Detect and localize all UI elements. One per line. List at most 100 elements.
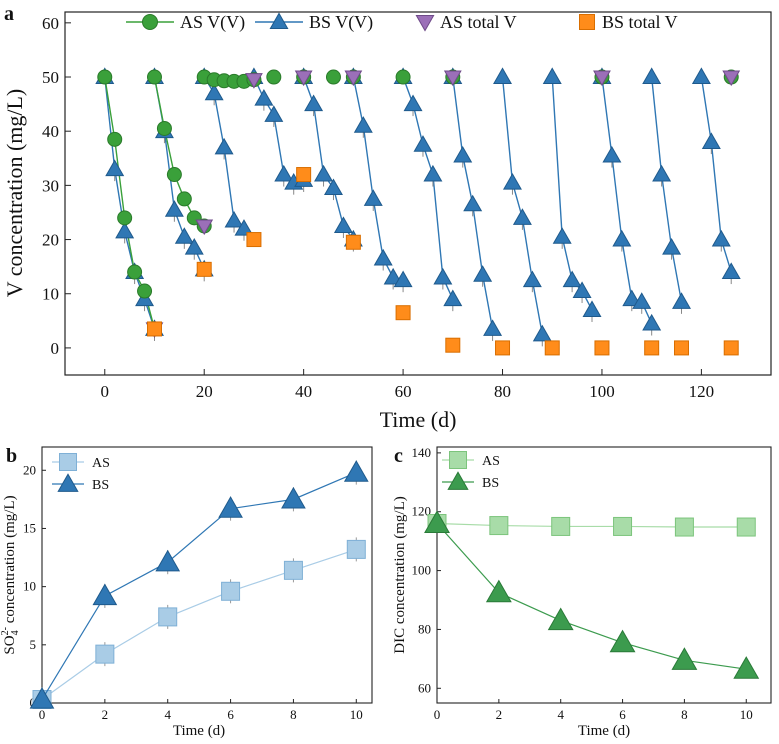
panel-c-ylabel: DIC concentration (mg/L) [392, 496, 408, 653]
as-vv-point [117, 210, 133, 226]
legend-marker [579, 14, 595, 30]
panel-a-xlabel: Time (d) [380, 407, 457, 432]
bs-total-v-point [345, 234, 361, 250]
so4-as-point [95, 644, 115, 664]
bs-vv-point [433, 267, 453, 285]
bs-vv-point [234, 219, 254, 236]
bs-vv-point [413, 135, 433, 152]
bs-vv-point [174, 227, 194, 244]
bs-vv-line [253, 76, 304, 184]
panel-c-xlabel: Time (d) [578, 723, 630, 739]
legend-label: AS total V [440, 12, 517, 32]
bs-vv-point [115, 221, 135, 239]
panel-c: c 0 2 4 6 8 10 60 80 100 120 140 AS BS Time (d) DIC… [392, 445, 772, 739]
x-tick-label: 0 [101, 382, 110, 401]
bs-vv-point [483, 319, 503, 336]
dic-as-point [489, 516, 509, 536]
x-tick-label: 40 [295, 382, 312, 401]
as-vv-point [97, 69, 113, 85]
bs-total-v-point [723, 340, 739, 356]
dic-bs-line [436, 523, 747, 670]
as-vv-point [127, 264, 143, 280]
as-total-v-point [294, 70, 313, 87]
bs-vv-point [323, 178, 343, 196]
bs-vv-point [105, 159, 125, 177]
panel-b-ylabel: SO42- concentration (mg/L) [0, 495, 21, 654]
bs-total-v-point [544, 340, 560, 356]
legend-marker [415, 15, 435, 32]
x-tick-label: 2 [102, 707, 109, 722]
bs-vv-line [650, 76, 683, 302]
panel-a-ylabel: V concentration (mg/L) [2, 89, 27, 298]
bs-vv-point [632, 292, 652, 309]
bs-vv-point [184, 238, 204, 255]
x-tick-label: 6 [619, 707, 626, 722]
panel-c-frame [436, 446, 772, 704]
panel-b-xlabel: Time (d) [173, 723, 225, 739]
y-tick-label: 60 [42, 14, 59, 33]
so4-bs-point [281, 486, 306, 509]
y-tick-label: 15 [23, 520, 36, 535]
x-tick-label: 4 [557, 707, 564, 722]
legend-label: AS [482, 454, 500, 469]
x-tick-label: 8 [290, 707, 297, 722]
bs-vv-point [443, 289, 463, 307]
bs-vv-point [502, 173, 522, 190]
so4-bs-point [92, 583, 118, 606]
bs-vv-point [314, 164, 334, 182]
bs-vv-point [691, 67, 711, 84]
legend-marker [59, 453, 77, 471]
bs-vv-point [612, 229, 632, 247]
y-tick-label: 100 [412, 563, 432, 578]
bs-vv-point [214, 137, 234, 155]
bs-vv-point [642, 67, 662, 84]
so4-as-point [221, 581, 241, 601]
bs-total-v-point [196, 261, 212, 277]
legend-label: AS [92, 456, 110, 471]
bs-total-v-point [644, 340, 660, 356]
so4-as-line [41, 548, 357, 700]
as-total-v-point [245, 73, 263, 89]
bs-vv-point [453, 145, 473, 163]
y-tick-label: 5 [30, 637, 37, 652]
as-total-v-point [443, 70, 462, 87]
bs-vv-point [224, 210, 244, 228]
bs-total-v-point [146, 321, 162, 337]
bs-vv-point [522, 270, 542, 288]
y-tick-label: 10 [23, 579, 36, 594]
so4-as-point [158, 607, 178, 627]
legend-marker [449, 451, 467, 469]
dic-bs-point [485, 579, 512, 603]
dic-bs-point [733, 656, 760, 679]
bs-vv-point [463, 194, 483, 212]
bs-vv-point [532, 324, 552, 342]
legend-marker [57, 473, 79, 492]
bs-vv-point [622, 289, 642, 307]
so4-bs-point [29, 687, 55, 709]
x-tick-label: 4 [164, 707, 171, 722]
panel-c-label: c [394, 445, 403, 467]
bs-vv-point [552, 227, 572, 244]
bs-vv-point [363, 189, 383, 206]
y-tick-label: 80 [418, 621, 431, 636]
x-tick-label: 60 [395, 382, 412, 401]
dic-bs-point [547, 607, 574, 631]
panel-a-label: a [4, 3, 14, 25]
bs-vv-point [383, 267, 403, 285]
bs-vv-point [721, 262, 741, 280]
panel-b-legend: AS BS [52, 453, 110, 493]
bs-vv-point [493, 67, 513, 84]
x-tick-label: 8 [681, 707, 688, 722]
bs-vv-point [473, 265, 493, 282]
bs-vv-point [652, 164, 672, 182]
y-tick-label: 120 [412, 504, 432, 519]
y-tick-label: 50 [42, 68, 59, 87]
x-tick-label: 2 [496, 707, 503, 722]
x-tick-label: 100 [589, 382, 615, 401]
y-tick-label: 40 [42, 122, 59, 141]
bs-vv-point [512, 208, 532, 225]
so4-as-point [346, 539, 366, 559]
panel-b-label: b [6, 445, 17, 467]
so4-bs-line [41, 472, 357, 700]
